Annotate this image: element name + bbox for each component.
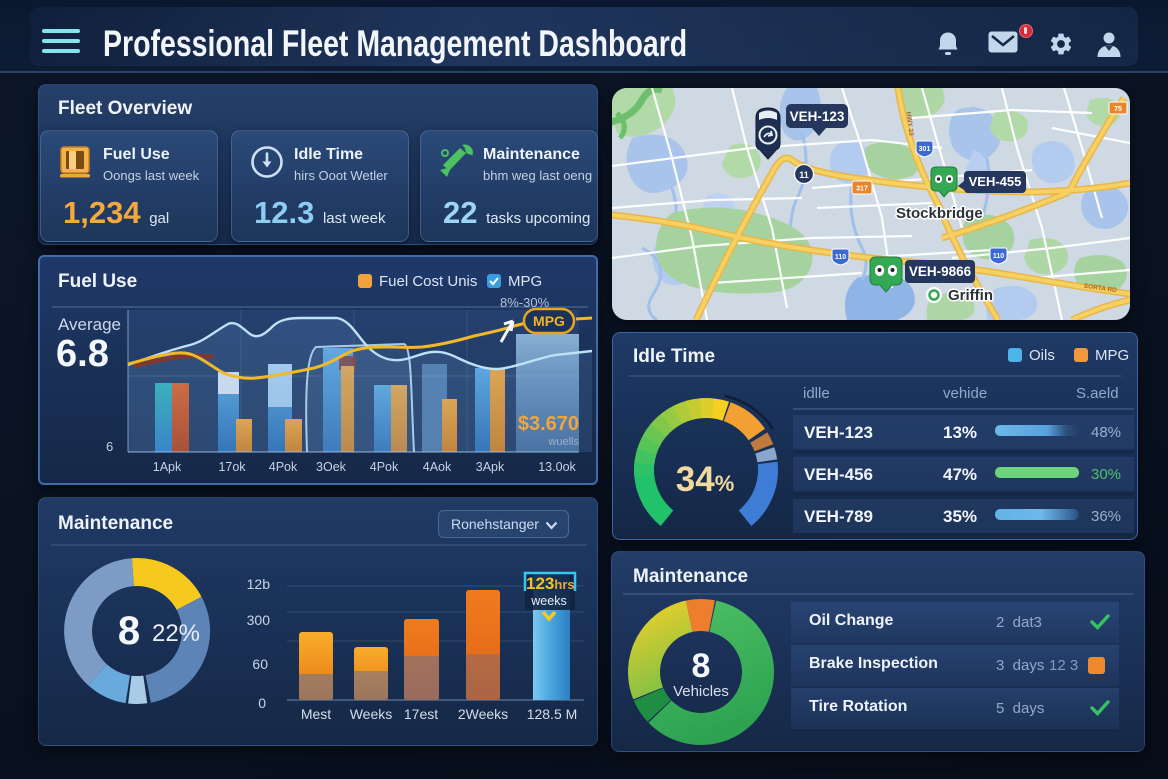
svg-text:17est: 17est <box>404 706 438 722</box>
svg-text:$3.670: $3.670 <box>518 413 579 435</box>
svg-text:300: 300 <box>247 612 271 628</box>
svg-text:VEH-455: VEH-455 <box>969 174 1022 189</box>
svg-text:30%: 30% <box>1091 466 1121 483</box>
svg-text:weeks: weeks <box>530 594 566 608</box>
svg-text:vehide: vehide <box>943 385 987 402</box>
svg-text:301: 301 <box>919 146 931 153</box>
svg-text:12b: 12b <box>247 576 271 592</box>
svg-text:S.aeld: S.aeld <box>1076 385 1119 402</box>
svg-text:128.5 M: 128.5 M <box>527 706 578 722</box>
svg-text:VEH-123: VEH-123 <box>790 109 845 124</box>
svg-text:3Oek: 3Oek <box>316 460 347 474</box>
svg-text:17ok: 17ok <box>218 460 246 474</box>
svg-text:22%: 22% <box>152 620 200 647</box>
svg-text:317: 317 <box>856 186 868 193</box>
svg-text:Mest: Mest <box>301 706 331 722</box>
svg-text:110: 110 <box>835 254 846 261</box>
svg-text:123hrs: 123hrs <box>526 574 575 593</box>
svg-text:2Weeks: 2Weeks <box>458 706 508 722</box>
svg-text:35%: 35% <box>943 507 977 526</box>
svg-text:0: 0 <box>258 695 266 711</box>
svg-text:13%: 13% <box>943 423 977 442</box>
svg-text:110: 110 <box>993 253 1004 260</box>
svg-text:VEH-123: VEH-123 <box>804 423 873 442</box>
svg-text:wuells: wuells <box>547 436 579 448</box>
svg-text:47%: 47% <box>943 465 977 484</box>
svg-text:SORTA RD: SORTA RD <box>1083 283 1117 295</box>
svg-text:34%: 34% <box>676 460 735 499</box>
svg-text:36%: 36% <box>1091 508 1121 525</box>
svg-text:48%: 48% <box>1091 424 1121 441</box>
svg-text:VEH-456: VEH-456 <box>804 465 873 484</box>
svg-text:Weeks: Weeks <box>350 706 393 722</box>
svg-text:3Apk: 3Apk <box>476 460 505 474</box>
svg-text:idlle: idlle <box>803 385 830 402</box>
svg-text:13.0ok: 13.0ok <box>538 460 576 474</box>
svg-text:11: 11 <box>799 170 809 180</box>
svg-text:VEH-9866: VEH-9866 <box>909 264 972 279</box>
svg-text:75: 75 <box>1114 106 1122 113</box>
svg-text:60: 60 <box>252 656 268 672</box>
svg-text:1Apk: 1Apk <box>153 460 182 474</box>
svg-text:Vehicles: Vehicles <box>673 683 729 700</box>
svg-text:8: 8 <box>692 647 711 685</box>
svg-text:VEH-789: VEH-789 <box>804 507 873 526</box>
svg-text:Stockbridge: Stockbridge <box>896 205 983 222</box>
svg-text:8: 8 <box>118 609 140 653</box>
svg-text:MPG: MPG <box>533 313 565 329</box>
svg-text:4Aok: 4Aok <box>423 460 452 474</box>
svg-text:4Pok: 4Pok <box>269 460 298 474</box>
svg-text:Griffin: Griffin <box>948 287 993 304</box>
svg-text:4Pok: 4Pok <box>370 460 399 474</box>
svg-text:HWY 23: HWY 23 <box>904 111 914 136</box>
